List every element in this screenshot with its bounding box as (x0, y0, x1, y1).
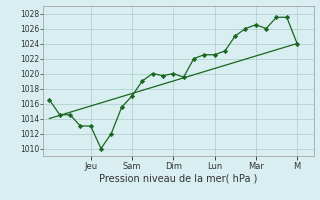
X-axis label: Pression niveau de la mer( hPa ): Pression niveau de la mer( hPa ) (99, 173, 258, 183)
